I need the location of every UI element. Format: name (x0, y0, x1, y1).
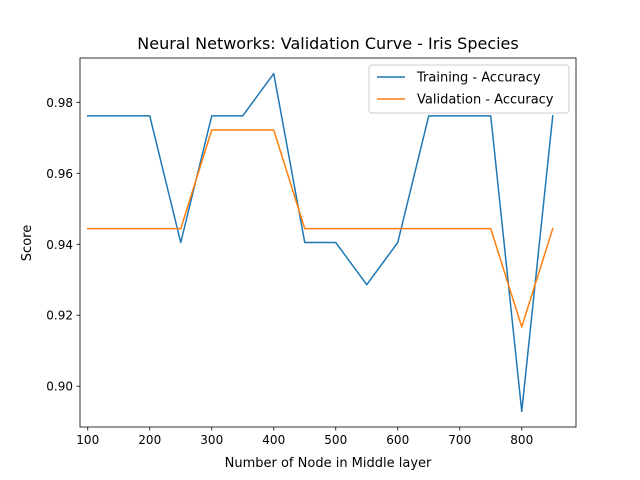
x-tick-label: 500 (324, 433, 347, 447)
y-tick-label: 0.96 (46, 167, 73, 181)
x-axis-label: Number of Node in Middle layer (225, 456, 432, 471)
x-tick-label: 400 (262, 433, 285, 447)
x-tick-label: 800 (510, 433, 533, 447)
y-tick-label: 0.98 (46, 96, 73, 110)
x-tick-label: 600 (386, 433, 409, 447)
legend: Training - Accuracy Validation - Accuracy (368, 64, 570, 114)
axes-frame (79, 57, 577, 428)
chart-title: Neural Networks: Validation Curve - Iris… (137, 34, 518, 53)
legend-box (368, 64, 570, 114)
legend-label-0: Training - Accuracy (416, 71, 541, 86)
y-axis-label: Score (20, 225, 35, 261)
y-tick-label: 0.94 (46, 238, 73, 252)
series-line-1 (87, 129, 554, 328)
y-tick-label: 0.92 (46, 309, 73, 323)
series-line-0 (87, 72, 554, 413)
x-tick-label: 200 (138, 433, 161, 447)
x-tick-label: 100 (76, 433, 99, 447)
x-tick-label: 700 (448, 433, 471, 447)
y-tick-label: 0.90 (46, 380, 73, 394)
legend-label-1: Validation - Accuracy (417, 93, 554, 108)
x-tick-label: 300 (200, 433, 223, 447)
plot-area: 100 200 300 400 500 600 700 800 0.90 0.92 0.94 0.96… (46, 57, 577, 447)
